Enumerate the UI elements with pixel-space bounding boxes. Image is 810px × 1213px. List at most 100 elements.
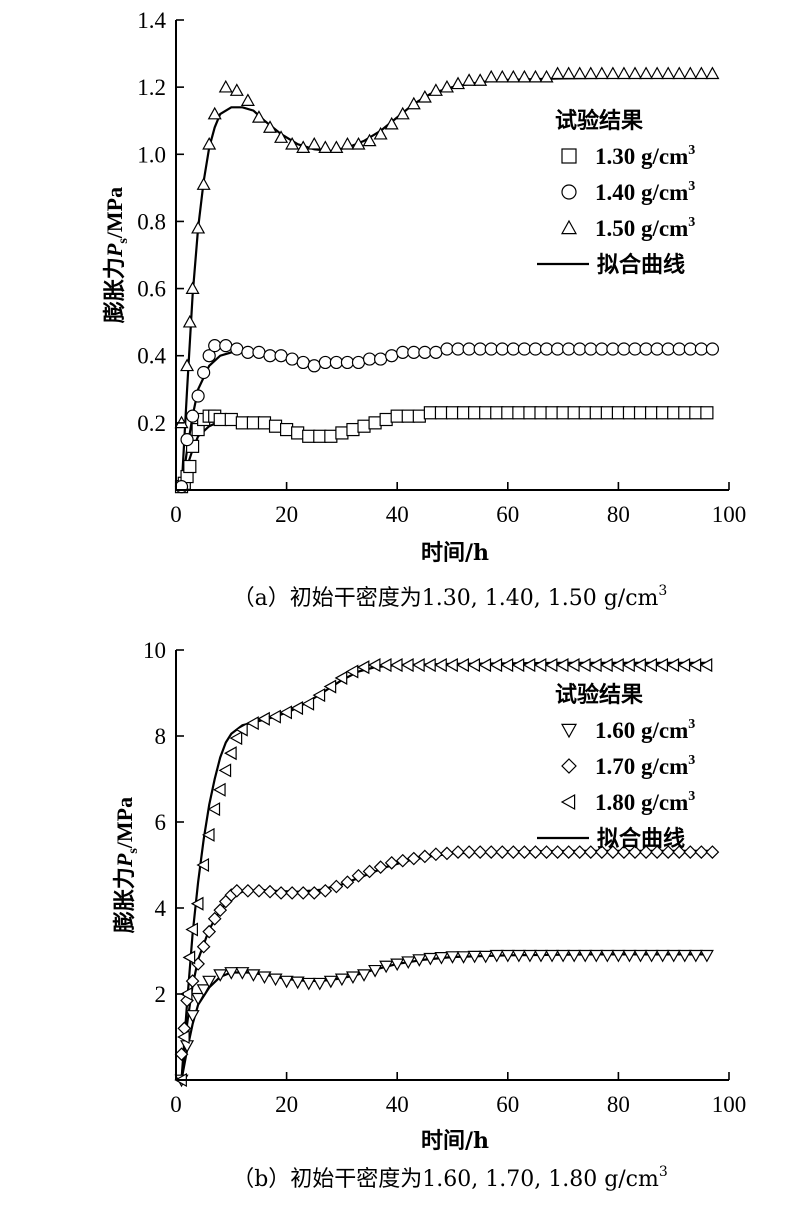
data-point-a-2-50 — [683, 66, 698, 80]
data-point-a-2-14 — [285, 136, 300, 150]
data-point-a-1-45 — [639, 342, 653, 356]
data-point-a-2-7 — [207, 106, 222, 120]
data-point-b-1-13 — [252, 883, 266, 898]
data-markers-a — [174, 66, 720, 494]
y-axis-title-sub-a: s — [116, 238, 131, 244]
data-point-a-1-49 — [683, 342, 697, 356]
data-point-a-1-48 — [672, 342, 686, 356]
data-point-b-1-26 — [395, 853, 410, 868]
axes-b: 0 20 40 60 80 100 2 4 6 8 10 — [143, 638, 746, 1117]
data-point-b-2-31 — [434, 658, 447, 673]
x-tick-label-a-5: 100 — [712, 502, 747, 527]
data-point-a-0-19 — [324, 429, 338, 443]
data-point-b-1-5 — [196, 939, 211, 954]
data-point-b-0-44 — [633, 949, 648, 963]
data-point-b-2-14 — [246, 716, 259, 731]
data-point-a-1-10 — [252, 345, 266, 359]
y-axis-title-sub-b: s — [126, 848, 141, 854]
data-point-a-2-46 — [639, 66, 654, 80]
data-point-b-2-36 — [489, 658, 503, 673]
data-point-b-0-16 — [323, 975, 338, 989]
data-point-b-2-3 — [182, 950, 196, 965]
data-point-b-0-39 — [578, 949, 593, 963]
data-point-b-2-35 — [478, 658, 492, 673]
data-point-b-0-21 — [379, 960, 394, 974]
data-point-a-1-51 — [705, 342, 720, 356]
data-point-b-2-4 — [185, 922, 198, 937]
x-tick-label-a-3: 60 — [496, 502, 519, 527]
data-point-a-2-38 — [550, 66, 565, 80]
data-point-b-2-22 — [334, 670, 348, 685]
data-point-b-2-26 — [378, 658, 392, 673]
data-point-b-2-6 — [196, 857, 210, 873]
data-point-a-1-7 — [219, 339, 233, 353]
data-point-b-2-20 — [312, 688, 326, 703]
data-point-b-1-30 — [440, 846, 454, 861]
data-point-a-2-13 — [274, 130, 289, 143]
data-point-a-2-20 — [351, 136, 366, 150]
data-point-a-0-15 — [280, 422, 294, 437]
data-point-b-1-51 — [672, 845, 687, 859]
data-point-b-1-15 — [274, 886, 288, 900]
data-point-b-1-7 — [207, 911, 222, 926]
y-axis-title-var-a: P — [102, 243, 127, 258]
data-point-b-0-26 — [434, 952, 449, 965]
data-point-b-0-22 — [390, 958, 405, 972]
data-point-a-1-28 — [451, 342, 465, 356]
data-point-a-2-6 — [202, 136, 217, 150]
data-point-a-2-15 — [296, 140, 311, 153]
data-point-a-2-42 — [594, 66, 609, 80]
data-point-a-1-38 — [562, 342, 576, 356]
legend-label-b-2: 1.80 g/cm3 — [595, 789, 695, 815]
y-tick-label-b-0: 2 — [155, 982, 167, 1007]
data-point-b-0-12 — [279, 975, 294, 989]
y-tick-label-b-3: 8 — [155, 724, 167, 749]
data-point-b-1-37 — [517, 845, 532, 859]
data-point-b-1-24 — [373, 860, 388, 874]
data-point-b-2-43 — [566, 658, 580, 673]
data-point-b-1-19 — [318, 883, 333, 898]
data-point-a-0-38 — [534, 406, 548, 420]
data-point-b-2-19 — [301, 696, 315, 711]
data-point-b-1-35 — [495, 845, 510, 859]
data-point-b-2-28 — [401, 658, 414, 673]
data-point-b-2-52 — [666, 658, 680, 673]
data-point-b-2-40 — [533, 658, 547, 673]
data-point-a-2-44 — [616, 66, 631, 80]
data-point-b-1-8 — [213, 903, 228, 917]
data-point-a-1-3 — [191, 389, 205, 403]
data-point-b-1-34 — [484, 845, 499, 859]
data-point-b-1-40 — [550, 845, 565, 859]
data-point-b-2-44 — [577, 658, 591, 673]
data-point-a-1-11 — [263, 349, 277, 363]
data-point-b-2-13 — [235, 722, 248, 737]
data-point-a-0-48 — [644, 406, 659, 420]
legend-fit-label-b: 拟合曲线 — [597, 826, 685, 852]
data-point-b-1-43 — [583, 845, 598, 859]
data-point-b-1-31 — [451, 845, 465, 859]
data-point-a-1-30 — [473, 342, 487, 356]
data-point-b-2-7 — [201, 827, 215, 842]
data-point-a-2-34 — [506, 69, 521, 83]
legend-label-text-a-0: 1.30 g/cm — [595, 144, 688, 169]
data-point-b-2-55 — [699, 658, 713, 673]
data-point-a-2-8 — [218, 79, 233, 93]
data-point-b-0-49 — [688, 949, 703, 963]
caption-b: （b）初始干密度为1.60, 1.70, 1.80 g/cm3 — [232, 1164, 668, 1192]
data-point-b-0-13 — [290, 976, 305, 990]
data-point-b-2-42 — [555, 658, 569, 673]
legend-marker-b-2 — [560, 793, 576, 811]
data-point-a-0-14 — [268, 419, 283, 433]
data-point-a-2-23 — [384, 116, 399, 130]
data-point-a-0-39 — [545, 406, 559, 420]
data-point-a-0-3 — [183, 459, 197, 474]
y-axis-title-var-b: P — [112, 853, 137, 868]
data-point-a-1-20 — [362, 352, 377, 366]
data-point-a-0-45 — [611, 406, 626, 420]
data-point-b-2-18 — [290, 701, 304, 716]
data-point-b-2-10 — [218, 763, 232, 778]
data-point-b-0-31 — [489, 949, 504, 963]
x-tick-label-b-0: 0 — [170, 1092, 182, 1117]
legend-label-a-1: 1.40 g/cm3 — [595, 179, 695, 205]
